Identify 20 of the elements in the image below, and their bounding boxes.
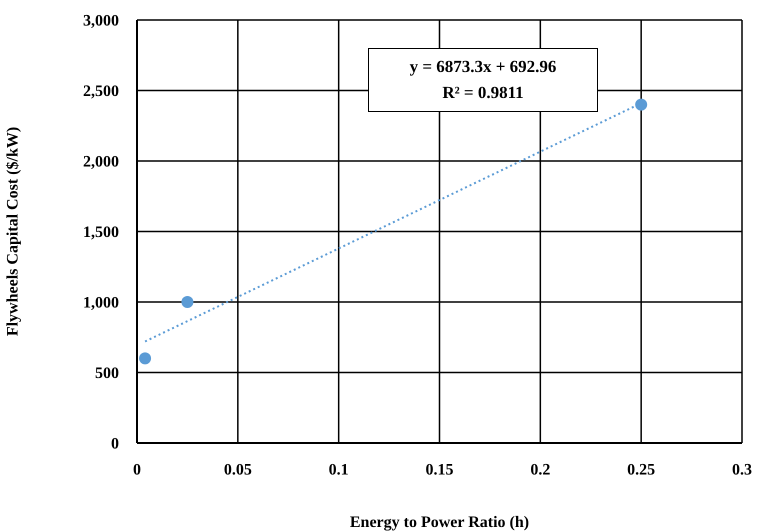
point bbox=[635, 98, 648, 111]
y-tick-label: 1,000 bbox=[83, 294, 119, 312]
y-tick-label: 2,500 bbox=[83, 83, 119, 100]
point bbox=[139, 352, 152, 364]
y-tick-label: 1,500 bbox=[83, 224, 119, 242]
x-tick-label: 0 bbox=[133, 461, 141, 478]
x-tick-label: 0.2 bbox=[530, 461, 550, 478]
x-tick-label: 0.3 bbox=[732, 461, 752, 478]
equation-box: y = 6873.3x + 692.96 R² = 0.9811 bbox=[368, 48, 598, 112]
x-tick-label: 0.1 bbox=[328, 461, 349, 478]
y-tick-label: 0 bbox=[111, 436, 119, 453]
y-axis-title: Flywheels Capital Cost ($/kW) bbox=[4, 126, 22, 336]
x-axis-title: Energy to Power Ratio (h) bbox=[350, 514, 530, 531]
x-tick-label: 0.05 bbox=[224, 461, 252, 478]
x-tick-label: 0.15 bbox=[426, 461, 454, 478]
y-tick-label: 500 bbox=[95, 365, 119, 382]
point bbox=[181, 296, 194, 308]
x-tick-label: 0.25 bbox=[627, 461, 656, 478]
y-tick-label: 3,000 bbox=[83, 12, 119, 30]
y-tick-label: 2,000 bbox=[83, 154, 119, 171]
